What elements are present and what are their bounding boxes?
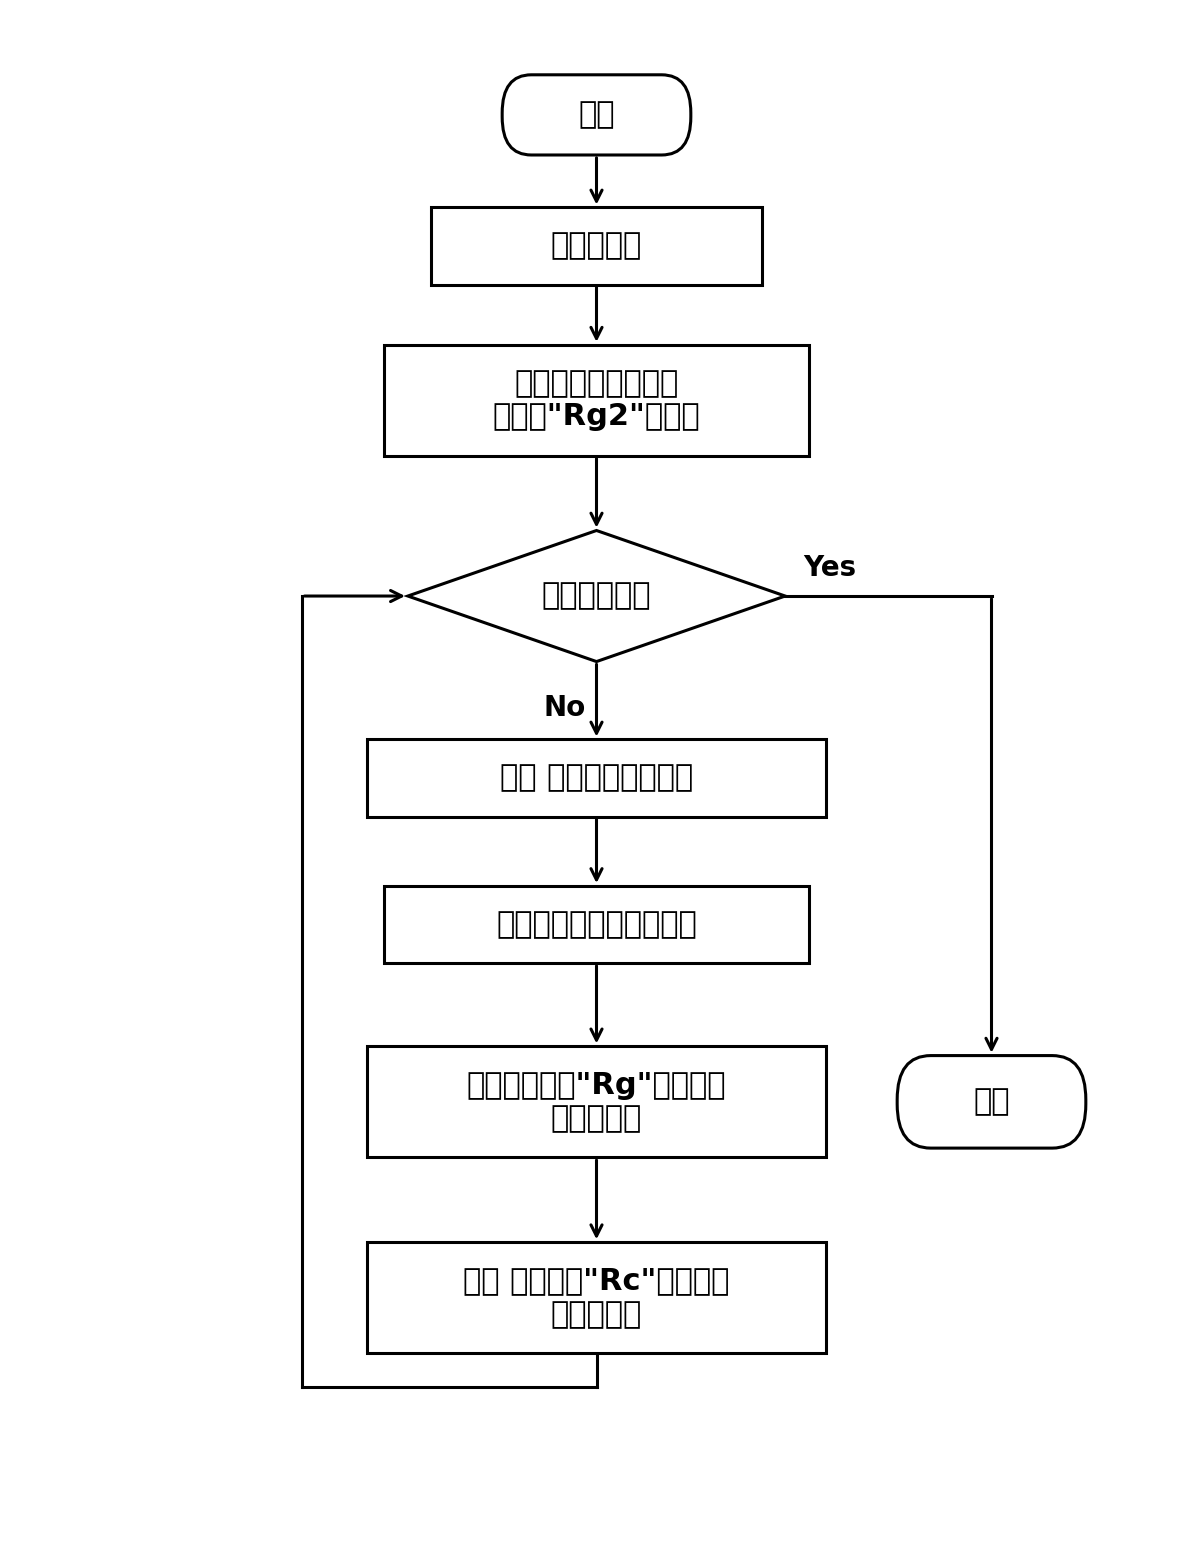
- FancyBboxPatch shape: [897, 1055, 1086, 1148]
- Bar: [384, 345, 809, 456]
- Text: 计算 飞行器在"Rc"坐标系下
的实时坐标: 计算 飞行器在"Rc"坐标系下 的实时坐标: [463, 1267, 730, 1329]
- Text: No: No: [544, 694, 586, 722]
- Text: 计算飞行器在"Rg"坐标系下
的实时坐标: 计算飞行器在"Rg"坐标系下 的实时坐标: [466, 1071, 727, 1133]
- Polygon shape: [408, 531, 785, 661]
- Text: 初始化参数: 初始化参数: [551, 232, 642, 260]
- Bar: [366, 739, 827, 817]
- Text: 开始: 开始: [579, 101, 614, 129]
- Text: 结束: 结束: [973, 1088, 1009, 1116]
- Text: 满足终止条件: 满足终止条件: [542, 582, 651, 610]
- Text: Yes: Yes: [803, 554, 855, 582]
- FancyBboxPatch shape: [502, 75, 691, 156]
- Text: 进行速度积分和位置积分: 进行速度积分和位置积分: [496, 910, 697, 938]
- Bar: [432, 207, 761, 285]
- Bar: [366, 1242, 827, 1354]
- Bar: [366, 1046, 827, 1158]
- Text: 计算 飞行器的实时过载: 计算 飞行器的实时过载: [500, 764, 693, 792]
- Bar: [384, 885, 809, 963]
- Text: 将预置航路点的坐标
转换到"Rg2"坐标系: 将预置航路点的坐标 转换到"Rg2"坐标系: [493, 369, 700, 431]
